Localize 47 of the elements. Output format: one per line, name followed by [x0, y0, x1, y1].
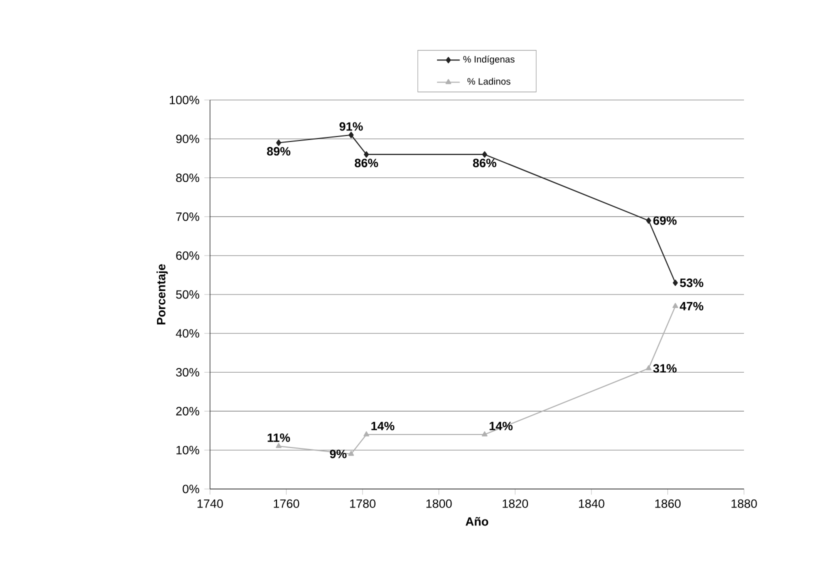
- point: [482, 151, 488, 158]
- x-tick-label: 1760: [274, 499, 300, 508]
- data-label: 86%: [473, 158, 496, 168]
- data-label: 53%: [680, 278, 704, 288]
- y-tick-label: 70%: [176, 212, 200, 221]
- data-label: 47%: [680, 302, 704, 310]
- point: [672, 302, 678, 308]
- y-tick-label: 50%: [176, 290, 200, 299]
- data-label: 89%: [267, 147, 290, 156]
- x-axis-title: Año: [466, 517, 488, 526]
- point: [364, 151, 369, 158]
- point: [482, 431, 488, 436]
- y-tick-label: 20%: [176, 406, 200, 416]
- y-tick-label: 0%: [182, 484, 200, 494]
- point: [348, 450, 354, 456]
- y-tick-label: 10%: [176, 446, 200, 454]
- data-label: 9%: [330, 450, 347, 458]
- y-tick-label: 60%: [176, 251, 200, 260]
- data-label: 14%: [490, 422, 513, 430]
- y-tick-label: 100%: [170, 96, 200, 104]
- point: [646, 217, 652, 224]
- x-tick-label: 1780: [350, 499, 376, 508]
- point: [672, 280, 678, 286]
- y-tick-label: 40%: [176, 329, 200, 338]
- x-tick-label: 1740: [198, 499, 223, 508]
- data-label: 14%: [371, 422, 394, 430]
- point: [348, 132, 354, 138]
- y-tick-label: 30%: [176, 368, 200, 377]
- y-tick-label: 90%: [176, 134, 200, 144]
- x-tick-label: 1840: [579, 499, 604, 508]
- legend-label: % Ladinos: [467, 78, 510, 85]
- point: [364, 431, 370, 436]
- data-label: 69%: [653, 216, 677, 225]
- y-tick-label: 80%: [176, 174, 200, 182]
- point: [276, 140, 282, 146]
- x-tick-label: 1820: [502, 499, 528, 508]
- x-tick-label: 1880: [732, 499, 757, 508]
- x-tick-label: 1860: [655, 499, 681, 508]
- data-label: 31%: [653, 364, 677, 373]
- legend-label: % Indígenas: [463, 56, 515, 64]
- point: [276, 442, 282, 448]
- data-label: 11%: [268, 433, 290, 442]
- point: [646, 365, 652, 370]
- data-label: 91%: [340, 122, 363, 131]
- x-tick-label: 1800: [426, 499, 452, 508]
- y-axis-title: Porcentaje: [156, 264, 168, 324]
- data-label: 86%: [354, 158, 378, 168]
